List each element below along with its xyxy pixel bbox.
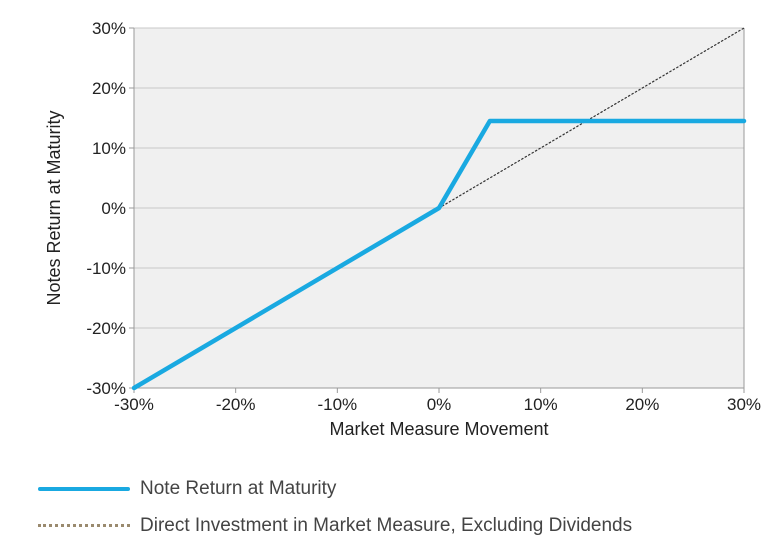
y-tick-label: 10% xyxy=(92,139,126,158)
series-line-note-return xyxy=(131,118,747,391)
y-axis-title: Notes Return at Maturity xyxy=(44,110,64,305)
y-tick-label: -20% xyxy=(86,319,126,338)
x-tick-label: 20% xyxy=(625,395,659,414)
legend-label: Note Return at Maturity xyxy=(140,477,337,499)
y-tick-labels: -30% -20% -10% 0% 10% 20% 30% xyxy=(86,19,126,398)
legend: Note Return at Maturity Direct Investmen… xyxy=(38,470,632,544)
x-tick-label: 0% xyxy=(427,395,452,414)
y-tick-label: -30% xyxy=(86,379,126,398)
x-tick-label: 30% xyxy=(727,395,761,414)
x-tick-label: -30% xyxy=(114,395,154,414)
x-tick-label: -10% xyxy=(317,395,357,414)
legend-item-direct-investment: Direct Investment in Market Measure, Exc… xyxy=(38,507,632,544)
legend-dotted-line-swatch xyxy=(38,524,130,527)
y-tick-label: -10% xyxy=(86,259,126,278)
x-axis-title: Market Measure Movement xyxy=(329,419,548,439)
axes xyxy=(129,27,745,393)
legend-item-note-return: Note Return at Maturity xyxy=(38,470,632,507)
x-tick-labels: -30% -20% -10% 0% 10% 20% 30% xyxy=(114,395,761,414)
legend-solid-line-swatch xyxy=(38,486,130,491)
y-tick-label: 30% xyxy=(92,19,126,38)
y-tick-label: 0% xyxy=(101,199,126,218)
series-line-direct-investment xyxy=(438,27,745,209)
x-tick-label: 10% xyxy=(524,395,558,414)
series-lines xyxy=(131,27,747,391)
legend-label: Direct Investment in Market Measure, Exc… xyxy=(140,514,633,536)
x-tick-label: -20% xyxy=(216,395,256,414)
chart: -30% -20% -10% 0% 10% 20% 30% -30% -20% -10% 0% 10… xyxy=(44,19,761,439)
y-tick-label: 20% xyxy=(92,79,126,98)
